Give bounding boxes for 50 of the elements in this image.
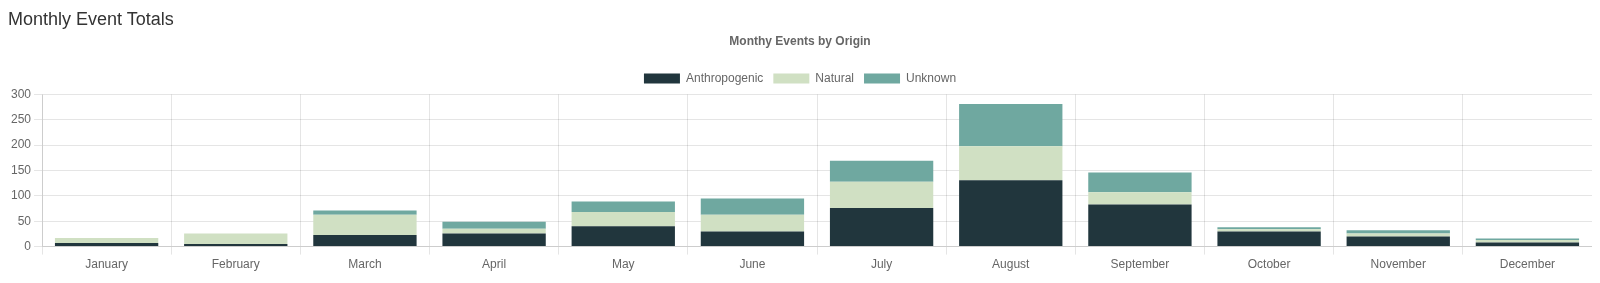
bar: [1088, 172, 1192, 193]
bar: [1088, 204, 1192, 247]
x-tick-label: December: [1499, 257, 1556, 272]
bar: [700, 214, 805, 232]
y-tick-label: 200: [10, 137, 32, 152]
x-tick-label: September: [1110, 257, 1170, 272]
bar: [1088, 192, 1192, 205]
x-tick-label: January: [85, 257, 128, 272]
legend-label: Natural: [815, 70, 855, 85]
bar: [571, 212, 675, 227]
bar: [313, 210, 417, 215]
x-tick-label: March: [348, 257, 382, 272]
bar: [959, 180, 1063, 247]
x-tick-label: May: [611, 257, 635, 272]
bar: [829, 208, 934, 247]
y-tick-label: 150: [10, 162, 32, 177]
y-tick-label: 100: [10, 188, 32, 203]
bar: [184, 244, 288, 247]
legend-label: Unknown: [906, 70, 957, 85]
y-tick-label: 250: [10, 112, 32, 127]
y-tick-label: 50: [17, 213, 32, 228]
bar: [442, 221, 546, 229]
bar: [700, 231, 805, 247]
bar: [829, 181, 934, 209]
x-tick-label: August: [992, 257, 1031, 272]
y-tick-label: 0: [24, 238, 32, 253]
bar: [184, 233, 288, 245]
x-tick-label: June: [739, 257, 766, 272]
bar: [313, 234, 417, 247]
bar: [442, 233, 546, 247]
x-tick-label: April: [482, 257, 507, 272]
bar: [829, 160, 934, 182]
bar: [959, 146, 1063, 181]
chart-subtitle: Monthy Events by Origin: [729, 33, 871, 48]
bar: [700, 198, 805, 215]
chart-title: Monthly Event Totals: [8, 8, 175, 30]
bar: [54, 237, 159, 244]
x-tick-label: October: [1247, 257, 1291, 272]
x-tick-label: July: [870, 257, 893, 272]
bar: [313, 214, 417, 235]
bar: [1217, 231, 1321, 247]
bar: [571, 226, 675, 247]
y-tick-label: 300: [10, 86, 32, 101]
legend-label: Anthropogenic: [685, 70, 764, 85]
bar: [959, 104, 1063, 147]
bar: [54, 243, 159, 247]
bar: [571, 201, 675, 213]
bar: [1346, 236, 1450, 247]
x-tick-label: November: [1370, 257, 1426, 272]
x-tick-label: February: [211, 257, 260, 272]
